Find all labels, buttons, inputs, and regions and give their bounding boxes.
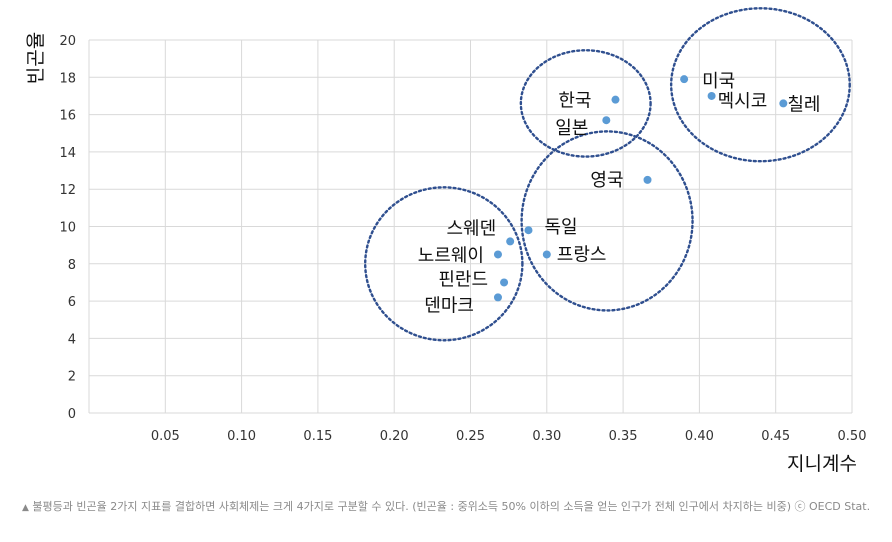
- point-핀란드: [500, 278, 509, 287]
- x-tick-label: 0.50: [838, 429, 867, 444]
- data-points: [493, 75, 788, 302]
- y-axis-ticks: 0 2 4 6 8 10 12 14 16 18 20: [59, 34, 76, 422]
- x-tick-label: 0.45: [761, 429, 790, 444]
- point-프랑스: [542, 250, 551, 259]
- x-tick-label: 0.20: [380, 429, 409, 444]
- label-영국: 영국: [590, 170, 623, 191]
- x-axis-title: 지니계수: [787, 453, 857, 475]
- label-칠레: 칠레: [787, 94, 820, 115]
- gridlines: [88, 39, 853, 414]
- y-tick-label: 20: [59, 34, 76, 49]
- label-독일: 독일: [544, 217, 577, 238]
- point-일본: [602, 116, 611, 125]
- label-노르웨이: 노르웨이: [418, 245, 484, 266]
- cluster-ellipse: [519, 49, 652, 158]
- point-노르웨이: [493, 250, 502, 259]
- y-tick-label: 10: [59, 221, 76, 236]
- point-독일: [524, 226, 533, 235]
- label-멕시코: 멕시코: [718, 91, 768, 112]
- point-칠레: [779, 99, 788, 108]
- y-tick-label: 8: [68, 258, 76, 273]
- x-tick-label: 0.15: [303, 429, 332, 444]
- y-tick-label: 0: [68, 407, 76, 422]
- x-tick-label: 0.05: [151, 429, 180, 444]
- y-tick-label: 16: [59, 109, 76, 124]
- cluster-ellipse: [364, 186, 524, 342]
- point-영국: [643, 175, 652, 184]
- label-스웨덴: 스웨덴: [446, 218, 496, 239]
- figure-caption: ▲ 불평등과 빈곤율 2가지 지표를 결합하면 사회체제는 크게 4가지로 구분…: [22, 499, 872, 516]
- point-멕시코: [707, 91, 716, 100]
- label-일본: 일본: [555, 118, 588, 139]
- label-한국: 한국: [558, 91, 591, 112]
- point-한국: [611, 95, 620, 104]
- x-tick-label: 0.40: [685, 429, 714, 444]
- y-tick-label: 4: [68, 332, 76, 347]
- cluster-ellipse: [520, 130, 694, 312]
- cluster-ellipse: [669, 7, 851, 163]
- y-tick-label: 18: [59, 71, 76, 86]
- x-tick-label: 0.35: [609, 429, 638, 444]
- y-tick-label: 14: [59, 146, 76, 161]
- label-덴마크: 덴마크: [424, 295, 474, 316]
- point-스웨덴: [506, 237, 515, 246]
- caption-text: 불평등과 빈곤율 2가지 지표를 결합하면 사회체제는 크게 4가지로 구분할 …: [32, 500, 871, 513]
- y-tick-label: 12: [59, 183, 76, 198]
- x-tick-label: 0.30: [532, 429, 561, 444]
- point-미국: [680, 75, 689, 84]
- y-tick-label: 2: [68, 370, 76, 385]
- cluster-ellipses: [364, 7, 851, 342]
- x-axis-ticks: 0.05 0.10 0.15 0.20 0.25 0.30 0.35 0.40 0.45 0.50: [151, 429, 867, 444]
- label-미국: 미국: [702, 71, 735, 92]
- y-axis-title: 빈곤율: [25, 32, 47, 84]
- x-tick-label: 0.25: [456, 429, 485, 444]
- caption-marker-icon: ▲: [22, 503, 29, 513]
- x-tick-label: 0.10: [227, 429, 256, 444]
- label-프랑스: 프랑스: [557, 244, 607, 265]
- point-덴마크: [493, 293, 502, 302]
- y-tick-label: 6: [68, 295, 76, 310]
- label-핀란드: 핀란드: [438, 269, 488, 290]
